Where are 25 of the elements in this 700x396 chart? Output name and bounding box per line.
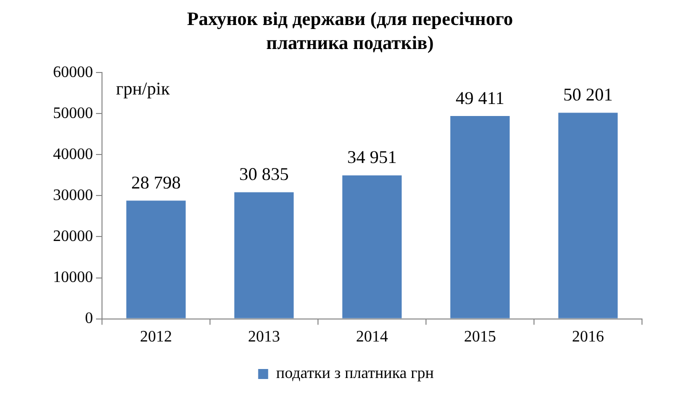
- data-label: 30 835: [239, 164, 289, 184]
- x-tick-label: 2012: [140, 328, 172, 346]
- bar: [126, 200, 186, 318]
- x-tick-label: 2015: [464, 328, 496, 346]
- y-tick-label: 10000: [53, 268, 93, 286]
- data-label: 28 798: [131, 172, 181, 192]
- bar: [450, 116, 510, 318]
- legend-label: податки з платника грн: [276, 365, 434, 382]
- x-tick-label: 2016: [572, 328, 604, 346]
- y-tick-label: 50000: [53, 104, 93, 122]
- chart-title: Рахунок від держави (для пересічного платника податків): [186, 8, 514, 56]
- bar: [558, 112, 618, 318]
- y-tick-label: 0: [85, 310, 93, 328]
- data-label: 49 411: [456, 88, 504, 108]
- y-axis-title: грн/рік: [116, 78, 170, 98]
- y-tick-label: 20000: [53, 228, 93, 245]
- data-label: 50 201: [563, 84, 613, 105]
- y-tick-label: 30000: [53, 186, 93, 204]
- x-tick-label: 2013: [248, 328, 280, 346]
- bar: [234, 192, 294, 318]
- data-label: 34 951: [347, 147, 397, 168]
- bar: [342, 175, 402, 318]
- y-tick-label: 40000: [53, 146, 93, 163]
- y-tick-label: 60000: [53, 64, 93, 81]
- x-tick-label: 2014: [356, 328, 388, 346]
